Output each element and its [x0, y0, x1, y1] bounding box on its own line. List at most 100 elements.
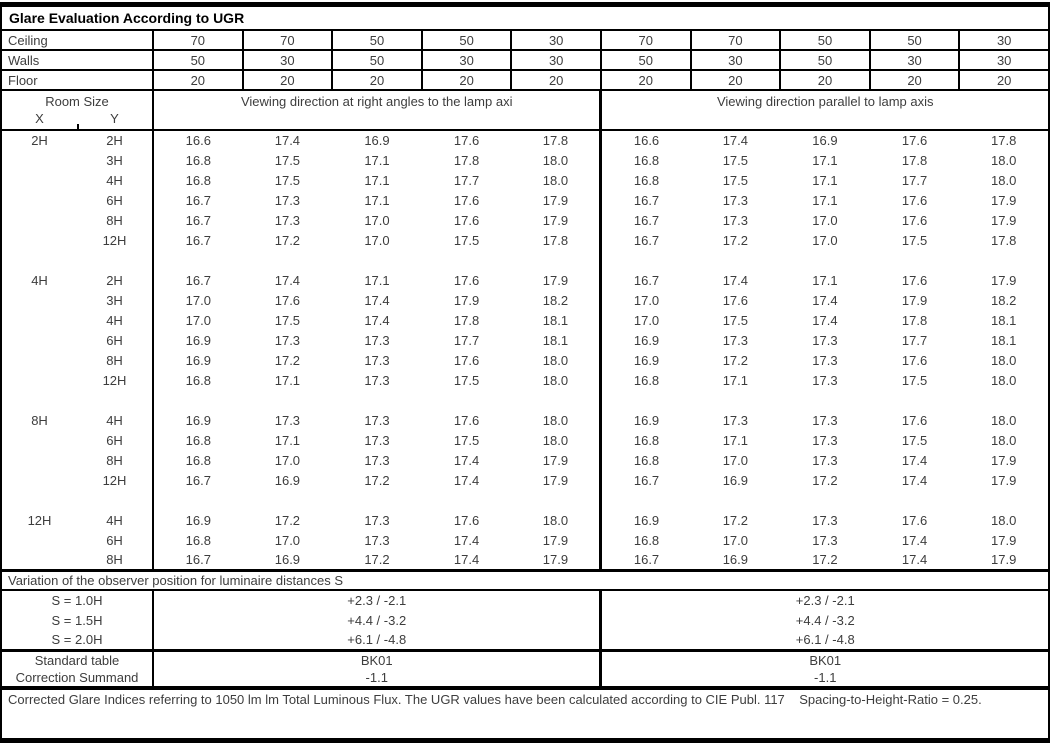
surface-value-cell: 30	[420, 49, 513, 71]
ugr-value-cell: 17.0	[722, 452, 749, 468]
ugr-value-cell: 16.7	[185, 192, 211, 208]
ugr-value-cell: 17.9	[542, 212, 569, 228]
ugr-value-cell: 17.0	[812, 232, 838, 248]
ugr-value-cell	[511, 250, 601, 270]
ugr-value-cell: 17.0	[599, 290, 691, 310]
ugr-data-row: 3H 17.0 17.6 17.4 17.9 18.2 17.0 17.6 17.4 17.9 18…	[1, 290, 1049, 310]
variation-title: Variation of the observer position for l…	[1, 568, 1049, 591]
ugr-value-cell	[959, 250, 1049, 270]
ugr-x-cell	[1, 330, 77, 350]
ugr-x-cell	[1, 170, 77, 190]
ugr-x-cell: 12H	[27, 512, 52, 528]
ugr-value-cell: 17.6	[453, 512, 480, 528]
ugr-value-cell: 17.3	[274, 192, 301, 208]
variation-row-label: S = 2.0H	[1, 630, 154, 650]
variation-left-value: +6.1 / -4.8	[347, 631, 407, 647]
ugr-value-cell: 17.2	[722, 352, 749, 368]
summary-right-value: -1.1	[599, 669, 1049, 688]
ugr-value-cell: 17.9	[991, 272, 1017, 288]
surface-value-cell: 20	[958, 69, 1050, 91]
ugr-value-cell	[599, 490, 691, 510]
ugr-value-cell	[870, 490, 960, 510]
ugr-value-cell	[243, 390, 333, 410]
ugr-value-cell: 17.6	[453, 272, 480, 288]
ugr-value-cell: 17.0	[185, 312, 211, 328]
ugr-x-cell	[1, 390, 77, 410]
ugr-value-cell: 17.6	[901, 192, 928, 208]
ugr-value-cell: 17.9	[901, 292, 928, 308]
ugr-value-cell: 17.9	[991, 452, 1017, 468]
ugr-x-cell	[1, 470, 77, 490]
ugr-value-cell: 17.2	[722, 512, 749, 528]
ugr-value-cell: 16.6	[185, 133, 211, 148]
ugr-value-cell: 16.7	[599, 190, 691, 210]
ugr-value-cell: 16.9	[599, 510, 691, 530]
ugr-value-cell: 17.4	[453, 532, 480, 548]
room-size-header: Room Size X Y	[2, 91, 151, 128]
ugr-value-cell: 17.3	[722, 212, 749, 228]
ugr-value-cell: 18.1	[991, 312, 1017, 328]
ugr-value-cell: 17.3	[364, 512, 390, 528]
x-axis-label: X	[35, 111, 44, 126]
ugr-x-cell	[1, 190, 77, 210]
variation-left-value: +4.4 / -3.2	[347, 612, 407, 628]
ugr-value-cell: 17.3	[364, 372, 390, 388]
room-size-label: Room Size	[45, 94, 109, 109]
surface-value-cell: 50	[331, 29, 423, 51]
surface-row: Ceiling 70 70 50 50 30 70 70 50 50 30	[0, 29, 1050, 51]
ugr-x-cell	[1, 430, 77, 450]
ugr-data-row: 6H 16.8 17.0 17.3 17.4 17.9 16.8 17.0 17.3 17.4 17…	[1, 530, 1049, 550]
ugr-value-cell: 17.1	[812, 192, 838, 208]
ugr-value-cell: 17.6	[901, 212, 928, 228]
ugr-value-cell: 17.1	[812, 272, 838, 288]
surface-value-cell: 20	[689, 69, 782, 91]
ugr-x-cell	[1, 350, 77, 370]
surface-value-cell: 30	[510, 49, 602, 71]
ugr-x-cell	[1, 370, 77, 390]
ugr-value-cell: 17.4	[274, 133, 301, 148]
ugr-value-cell: 17.6	[274, 292, 301, 308]
ugr-value-cell: 17.9	[991, 551, 1017, 567]
ugr-value-cell	[959, 390, 1049, 410]
title-section: Glare Evaluation According to UGR	[1, 4, 1049, 31]
ugr-value-cell	[780, 390, 870, 410]
ugr-data-row: 12H 4H 16.9 17.2 17.3 17.6 18.0 16.9 17.2 17.3 17.…	[1, 510, 1049, 530]
surface-value-cell: 70	[152, 29, 244, 51]
ugr-x-cell	[1, 210, 77, 230]
variation-right-value: +6.1 / -4.8	[599, 630, 1049, 650]
ugr-value-cell: 17.0	[364, 212, 390, 228]
ugr-value-cell: 17.4	[901, 551, 928, 567]
ugr-value-cell: 17.1	[812, 172, 838, 188]
ugr-value-cell: 16.8	[599, 430, 691, 450]
ugr-value-cell: 17.4	[722, 133, 749, 148]
ugr-value-cell: 16.7	[599, 230, 691, 250]
surface-value-cell: 20	[241, 69, 334, 91]
ugr-value-cell: 17.0	[274, 452, 301, 468]
ugr-value-cell	[691, 390, 781, 410]
ugr-value-cell: 17.1	[812, 152, 838, 168]
ugr-value-cell: 18.1	[991, 332, 1017, 348]
ugr-value-cell	[243, 490, 333, 510]
ugr-value-cell: 17.0	[599, 310, 691, 330]
ugr-y-cell: 3H	[77, 290, 154, 310]
ugr-value-cell: 17.3	[812, 512, 838, 528]
ugr-data-row: 12H 16.7 16.9 17.2 17.4 17.9 16.7 16.9 17.2 17.4 1…	[1, 470, 1049, 490]
ugr-data-row: 12H 16.7 17.2 17.0 17.5 17.8 16.7 17.2 17.0 17.5 1…	[1, 230, 1049, 250]
ugr-value-cell: 17.5	[722, 172, 749, 188]
ugr-y-cell	[77, 390, 154, 410]
ugr-value-cell: 17.4	[453, 472, 480, 488]
summary-row: Correction Summand -1.1 -1.1	[1, 669, 1049, 688]
ugr-value-cell: 17.3	[812, 332, 838, 348]
column-header-section: Room Size X Y Viewing direction at right…	[1, 90, 1049, 131]
ugr-value-cell: 17.5	[274, 172, 301, 188]
ugr-value-cell: 17.1	[364, 272, 390, 288]
summary-row: Standard table BK01 BK01	[1, 648, 1049, 669]
ugr-value-cell: 17.6	[453, 412, 480, 428]
surface-row-label: Ceiling	[0, 29, 154, 51]
ugr-value-cell: 17.7	[901, 172, 928, 188]
ugr-value-cell: 16.7	[599, 550, 691, 570]
ugr-value-cell: 17.4	[812, 312, 838, 328]
ugr-value-cell: 16.8	[599, 450, 691, 470]
ugr-value-cell	[153, 390, 243, 410]
